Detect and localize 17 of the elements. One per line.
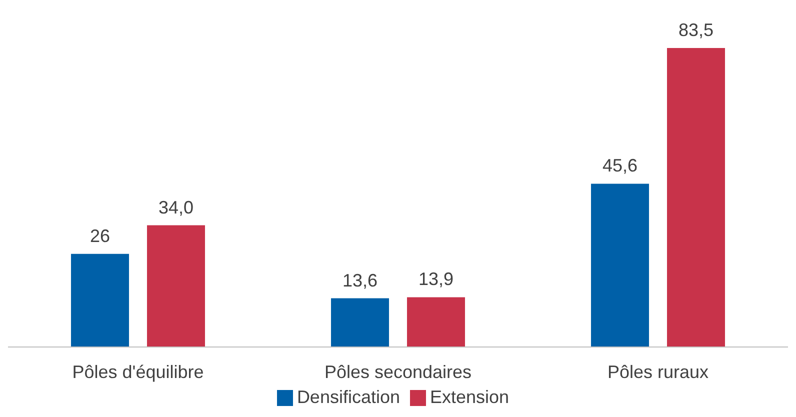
x-tick-label: Pôles ruraux bbox=[607, 362, 709, 382]
bar bbox=[407, 297, 465, 347]
legend-label: Densification bbox=[296, 387, 400, 407]
bar bbox=[591, 184, 649, 347]
data-label: 34,0 bbox=[158, 197, 194, 218]
data-label: 45,6 bbox=[602, 156, 638, 176]
bar bbox=[667, 48, 725, 347]
bar bbox=[71, 254, 129, 347]
data-label: 26 bbox=[90, 226, 110, 246]
legend-label: Extension bbox=[430, 387, 510, 407]
data-label: 13,6 bbox=[342, 270, 378, 290]
bar bbox=[147, 225, 205, 347]
bar bbox=[331, 298, 389, 347]
data-label: 13,9 bbox=[418, 269, 454, 290]
x-tick-label: Pôles d'équilibre bbox=[72, 362, 204, 382]
data-label: 83,5 bbox=[678, 20, 714, 40]
x-tick-label: Pôles secondaires bbox=[324, 362, 472, 382]
